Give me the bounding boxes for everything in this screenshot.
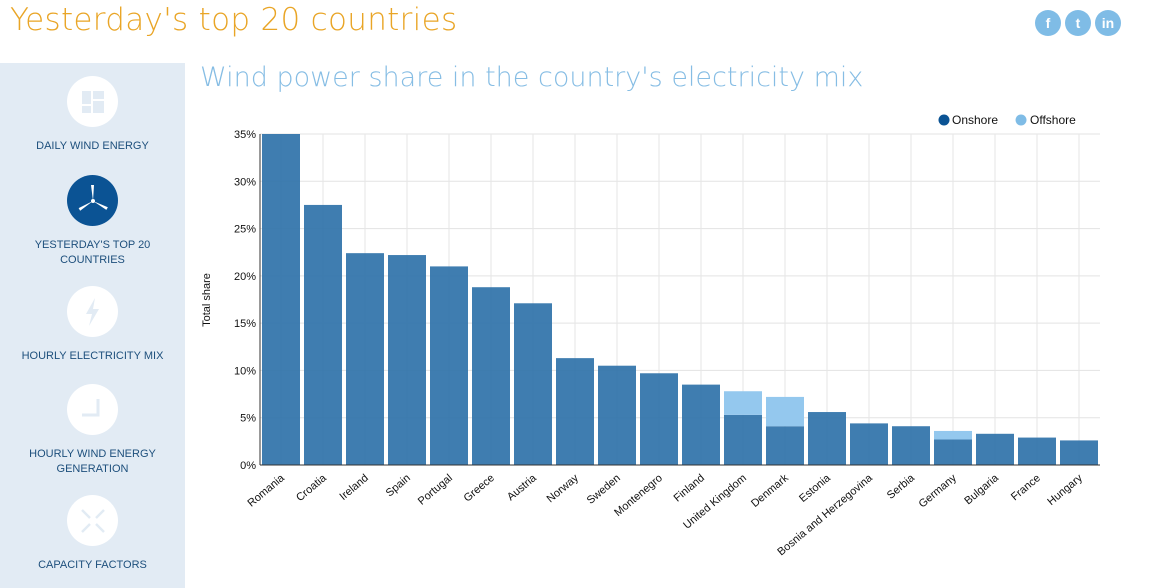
x-tick-label: Hungary bbox=[1045, 472, 1085, 508]
social-links: f t in bbox=[1035, 10, 1121, 36]
y-tick-label: 5% bbox=[240, 413, 256, 425]
x-tick-label: Austria bbox=[505, 472, 540, 504]
sidebar-item-capacity-factors[interactable]: CAPACITY FACTORS bbox=[0, 495, 185, 573]
y-tick-label: 25% bbox=[234, 224, 256, 236]
expand-icon bbox=[67, 495, 118, 546]
y-tick-label: 30% bbox=[234, 176, 256, 188]
legend-offshore-label[interactable]: Offshore bbox=[1030, 113, 1076, 127]
y-tick-label: 10% bbox=[234, 365, 256, 377]
bar-onshore-finland[interactable] bbox=[682, 384, 720, 465]
bar-onshore-greece[interactable] bbox=[472, 287, 510, 465]
x-tick-label: Portugal bbox=[416, 472, 455, 508]
bar-onshore-france[interactable] bbox=[1018, 437, 1056, 465]
page-title: Yesterday's top 20 countries bbox=[10, 2, 458, 38]
wind-turbine-icon bbox=[67, 175, 118, 226]
sidebar-item-daily-wind-energy[interactable]: DAILY WIND ENERGY bbox=[0, 76, 185, 154]
y-tick-label: 20% bbox=[234, 271, 256, 283]
bar-onshore-united-kingdom[interactable] bbox=[724, 414, 762, 465]
sidebar-item-hourly-wind-generation[interactable]: HOURLY WIND ENERGY GENERATION bbox=[0, 384, 185, 477]
sidebar-item-label: CAPACITY FACTORS bbox=[38, 559, 147, 571]
x-tick-label: Estonia bbox=[797, 472, 833, 505]
bar-onshore-romania[interactable] bbox=[262, 134, 300, 465]
x-tick-label: Denmark bbox=[749, 472, 791, 510]
bar-onshore-ireland[interactable] bbox=[346, 253, 384, 465]
bar-onshore-denmark[interactable] bbox=[766, 426, 804, 465]
twitter-icon[interactable]: t bbox=[1065, 10, 1091, 36]
bar-onshore-spain[interactable] bbox=[388, 255, 426, 465]
x-tick-label: Romania bbox=[245, 472, 287, 510]
sidebar-item-label: YESTERDAY'S TOP 20 COUNTRIES bbox=[34, 239, 151, 266]
bar-offshore-germany[interactable] bbox=[934, 430, 972, 440]
bar-offshore-united-kingdom[interactable] bbox=[724, 391, 762, 415]
clock-icon bbox=[67, 384, 118, 435]
x-tick-label: Spain bbox=[384, 472, 413, 499]
legend: Onshore Offshore bbox=[938, 113, 1076, 127]
bar-onshore-portugal[interactable] bbox=[430, 266, 468, 465]
sidebar-item-label: HOURLY ELECTRICITY MIX bbox=[21, 350, 164, 362]
sidebar: DAILY WIND ENERGY YESTERDAY'S TOP 20 COU… bbox=[0, 63, 185, 588]
sidebar-item-hourly-electricity-mix[interactable]: HOURLY ELECTRICITY MIX bbox=[0, 286, 185, 364]
legend-offshore-marker bbox=[1015, 114, 1027, 126]
sidebar-item-top-20-countries[interactable]: YESTERDAY'S TOP 20 COUNTRIES bbox=[0, 175, 185, 268]
bar-onshore-germany[interactable] bbox=[934, 439, 972, 465]
bar-onshore-montenegro[interactable] bbox=[640, 373, 678, 465]
bar-onshore-bosnia-and-herzegovina[interactable] bbox=[850, 423, 888, 465]
linkedin-icon[interactable]: in bbox=[1095, 10, 1121, 36]
bar-onshore-austria[interactable] bbox=[514, 303, 552, 465]
chart-title: Wind power share in the country's electr… bbox=[200, 62, 864, 93]
x-tick-label: Ireland bbox=[337, 472, 370, 503]
x-tick-label: Norway bbox=[545, 472, 582, 505]
bar-onshore-estonia[interactable] bbox=[808, 412, 846, 465]
x-tick-label: Greece bbox=[462, 472, 497, 504]
x-tick-label: Sweden bbox=[585, 472, 623, 507]
lightning-icon bbox=[67, 286, 118, 337]
x-tick-label: France bbox=[1009, 472, 1043, 503]
bar-onshore-hungary[interactable] bbox=[1060, 440, 1098, 465]
dashboard-icon bbox=[67, 76, 118, 127]
bar-onshore-sweden[interactable] bbox=[598, 365, 636, 465]
legend-onshore-label[interactable]: Onshore bbox=[952, 113, 998, 127]
x-tick-label: Finland bbox=[672, 472, 707, 504]
sidebar-item-label: HOURLY WIND ENERGY GENERATION bbox=[29, 448, 156, 475]
y-tick-label: 15% bbox=[234, 318, 256, 330]
x-tick-label: Serbia bbox=[885, 472, 918, 502]
facebook-icon[interactable]: f bbox=[1035, 10, 1061, 36]
legend-onshore-marker bbox=[938, 114, 950, 126]
bar-onshore-croatia[interactable] bbox=[304, 204, 342, 465]
y-tick-label: 35% bbox=[234, 129, 256, 141]
y-tick-label: 0% bbox=[240, 460, 256, 472]
y-axis-label: Total share bbox=[201, 273, 213, 327]
sidebar-item-label: DAILY WIND ENERGY bbox=[36, 140, 149, 152]
x-tick-label: Germany bbox=[917, 472, 960, 511]
bar-offshore-denmark[interactable] bbox=[766, 396, 804, 427]
bar-onshore-serbia[interactable] bbox=[892, 426, 930, 465]
bar-onshore-bulgaria[interactable] bbox=[976, 433, 1014, 465]
x-tick-label: Bulgaria bbox=[962, 472, 1001, 508]
bar-onshore-norway[interactable] bbox=[556, 358, 594, 465]
x-tick-label: Croatia bbox=[294, 472, 330, 505]
